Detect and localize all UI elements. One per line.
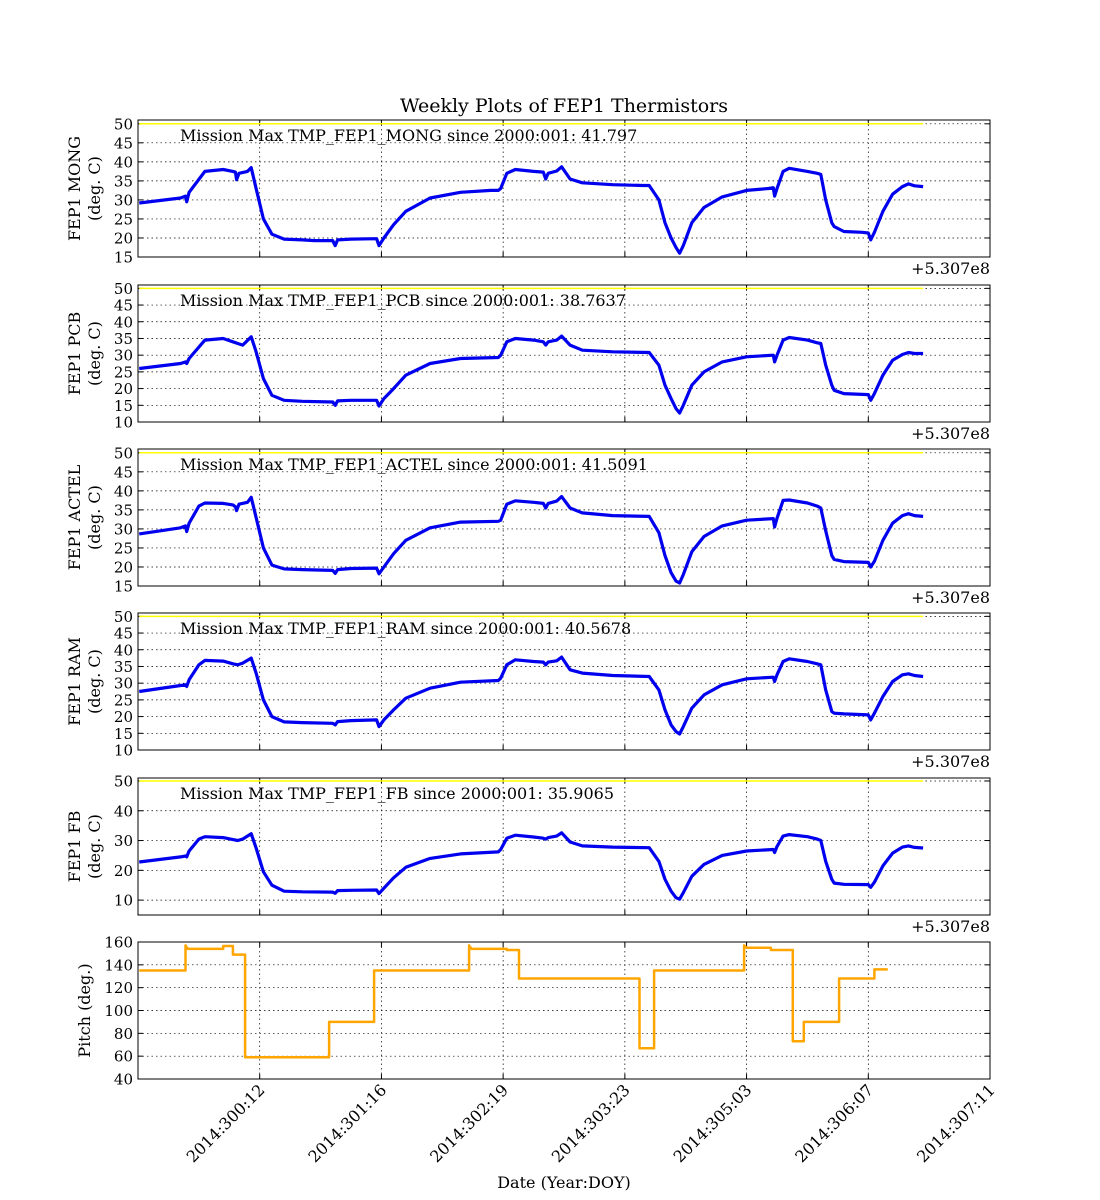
y-tick-label: 50: [114, 115, 133, 133]
offset-label: +5.307e8: [911, 259, 990, 278]
offset-label: +5.307e8: [911, 588, 990, 607]
y-axis-label: FEP1 ACTEL: [65, 464, 84, 570]
y-tick-label: 20: [114, 229, 133, 247]
y-tick-label: 60: [114, 1048, 133, 1066]
x-tick-label: 2014:305:03: [670, 1080, 756, 1166]
y-tick-label: 50: [114, 772, 133, 790]
mission-max-annotation: Mission Max TMP_FEP1_ACTEL since 2000:00…: [180, 455, 648, 474]
y-tick-label: 50: [114, 444, 133, 462]
y-tick-label: 10: [114, 892, 133, 910]
y-tick-label: 35: [114, 330, 133, 348]
y-tick-label: 20: [114, 708, 133, 726]
y-axis-label: FEP1 RAM: [65, 637, 84, 726]
y-tick-label: 80: [114, 1025, 133, 1043]
y-tick-label: 20: [114, 862, 133, 880]
y-tick-label: 50: [114, 280, 133, 298]
y-axis-label: (deg. C): [85, 649, 104, 714]
x-tick-label: 2014:307:11: [913, 1080, 999, 1166]
temperature-series-line: [138, 495, 924, 585]
y-tick-label: 30: [114, 675, 133, 693]
y-tick-label: 15: [114, 397, 133, 415]
y-tick-label: 45: [114, 463, 133, 481]
temperature-series-line: [139, 831, 924, 901]
y-tick-label: 20: [114, 558, 133, 576]
figure-title: Weekly Plots of FEP1 Thermistors: [400, 95, 728, 117]
x-tick-label: 2014:301:16: [304, 1080, 390, 1166]
y-tick-label: 120: [104, 979, 133, 997]
y-tick-label: 30: [114, 832, 133, 850]
y-axis-label: (deg. C): [85, 814, 104, 879]
plot-area: [137, 777, 991, 916]
y-tick-label: 40: [114, 153, 133, 171]
y-tick-label: 35: [114, 658, 133, 676]
y-tick-label: 50: [114, 608, 133, 626]
y-tick-label: 25: [114, 363, 133, 381]
y-axis-label: (deg. C): [85, 321, 104, 386]
temperature-series-line: [139, 165, 924, 255]
x-tick-label: 2014:300:12: [183, 1080, 269, 1166]
mission-max-annotation: Mission Max TMP_FEP1_RAM since 2000:001:…: [180, 619, 631, 638]
y-axis-label: FEP1 PCB: [65, 312, 84, 396]
y-tick-label: 35: [114, 501, 133, 519]
y-axis-label: FEP1 MONG: [65, 136, 84, 241]
y-tick-label: 10: [114, 742, 133, 760]
offset-label: +5.307e8: [911, 917, 990, 936]
y-axis-label: (deg. C): [85, 485, 104, 550]
y-tick-label: 15: [114, 578, 133, 596]
y-tick-label: 45: [114, 625, 133, 643]
x-tick-label: 2014:302:19: [426, 1080, 512, 1166]
panel-5: 10 20 30 40 50 FEP1 FB (deg. C) Mission Max TMP…: [65, 772, 991, 936]
mission-max-annotation: Mission Max TMP_FEP1_MONG since 2000:001…: [180, 126, 637, 145]
x-axis-label: Date (Year:DOY): [497, 1173, 631, 1192]
y-tick-label: 35: [114, 172, 133, 190]
plot-area: [137, 612, 991, 751]
y-tick-label: 30: [114, 520, 133, 538]
mission-max-annotation: Mission Max TMP_FEP1_PCB since 2000:001:…: [180, 291, 626, 310]
x-tick-labels: 2014:300:12 2014:301:16 2014:302:19 2014:30…: [183, 1080, 999, 1166]
y-tick-label: 160: [104, 934, 133, 952]
y-tick-label: 40: [114, 802, 133, 820]
y-tick-label: 40: [114, 313, 133, 331]
y-tick-label: 40: [114, 1071, 133, 1089]
y-tick-label: 45: [114, 297, 133, 315]
offset-label: +5.307e8: [911, 424, 990, 443]
y-tick-label: 15: [114, 725, 133, 743]
y-tick-label: 40: [114, 641, 133, 659]
y-axis-label: (deg. C): [85, 156, 104, 221]
x-tick-label: 2014:306:07: [791, 1080, 877, 1166]
y-tick-label: 30: [114, 191, 133, 209]
y-tick-label: 100: [104, 1002, 133, 1020]
y-axis-label: Pitch (deg.): [75, 963, 94, 1057]
y-tick-label: 45: [114, 134, 133, 152]
y-tick-label: 140: [104, 956, 133, 974]
y-tick-label: 10: [114, 414, 133, 432]
panel-6: 40 60 80 100 120 140 160 Pitch (deg.): [75, 934, 991, 1089]
temperature-series-line: [139, 334, 924, 415]
pitch-series-line: [139, 944, 888, 1059]
y-tick-label: 30: [114, 347, 133, 365]
y-tick-label: 25: [114, 539, 133, 557]
plot-area: [137, 119, 991, 258]
temperature-series-line: [138, 655, 924, 736]
y-tick-label: 15: [114, 249, 133, 267]
y-axis-label: FEP1 FB: [65, 811, 84, 883]
y-tick-label: 20: [114, 380, 133, 398]
offset-label: +5.307e8: [911, 752, 990, 771]
y-tick-label: 40: [114, 482, 133, 500]
x-tick-label: 2014:303:23: [548, 1080, 634, 1166]
y-tick-label: 25: [114, 210, 133, 228]
y-tick-label: 25: [114, 691, 133, 709]
mission-max-annotation: Mission Max TMP_FEP1_FB since 2000:001: …: [180, 784, 614, 803]
